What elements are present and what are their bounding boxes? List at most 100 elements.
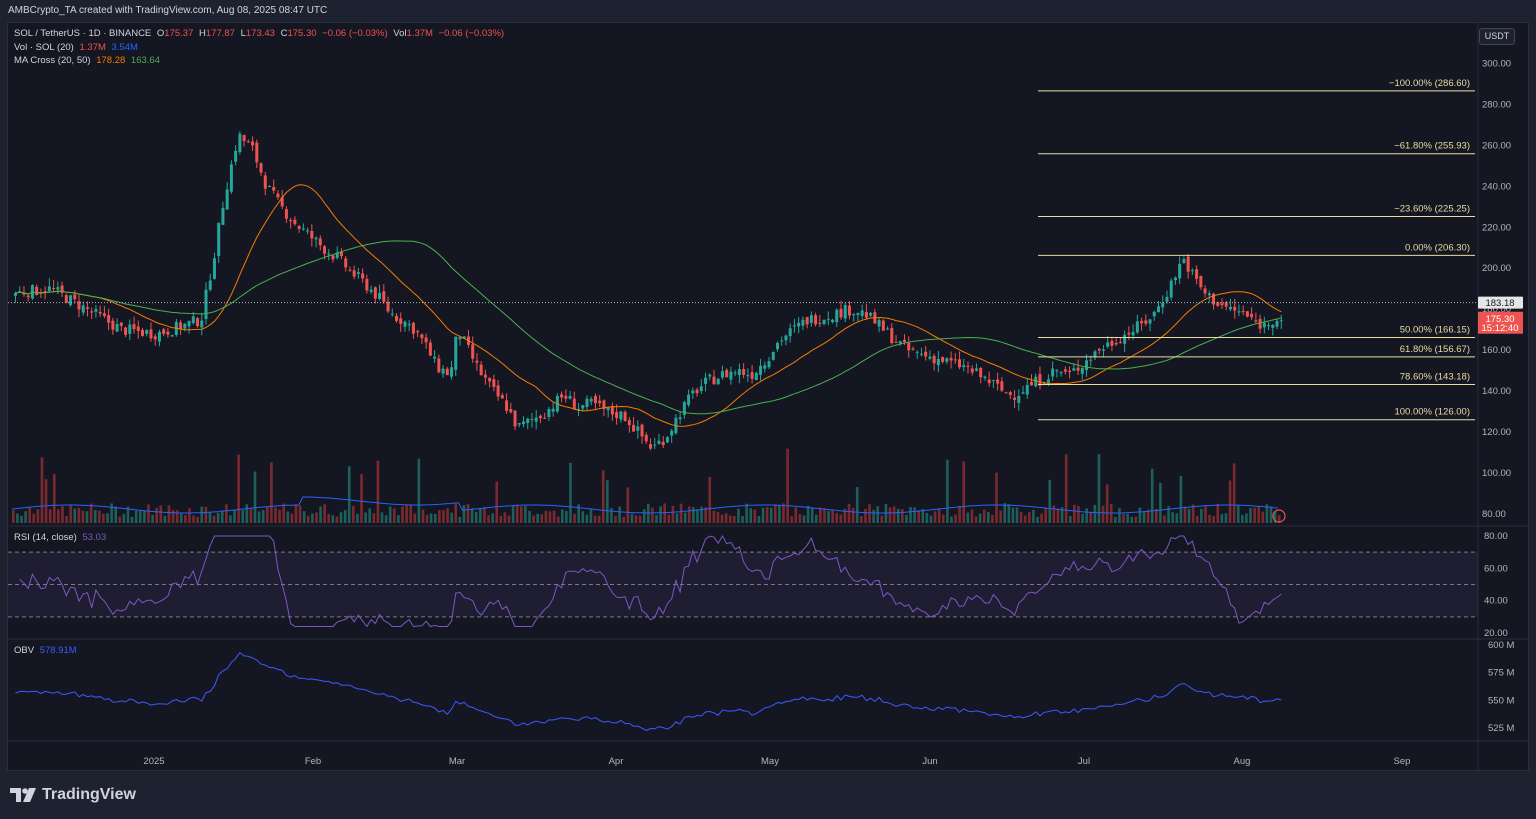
candle-body <box>1008 392 1012 395</box>
candle-body <box>1250 313 1254 318</box>
candle-body <box>831 319 835 323</box>
volume-bar <box>966 512 970 523</box>
candle-body <box>991 380 995 382</box>
candle-body <box>352 270 356 277</box>
obv-legend[interactable]: OBV 578.91M <box>14 645 77 656</box>
candle-body <box>1034 376 1038 387</box>
chart-area[interactable]: 300.00 280.00 260.00 240.00 220.00 200.00 180.… <box>7 22 1530 772</box>
ma-legend[interactable]: MA Cross (20, 50) 178.28 163.64 <box>14 55 160 66</box>
volume-bar <box>216 512 220 523</box>
candle-body <box>1144 320 1148 324</box>
volume-bar <box>1167 506 1170 523</box>
candle-body <box>1267 325 1271 327</box>
candle-body <box>1025 384 1029 395</box>
fib-level-label: −23.60% (225.25) <box>1394 204 1470 215</box>
obv-tick-label: 575 M <box>1488 668 1514 679</box>
candle-body <box>251 141 255 146</box>
candle-body <box>1127 332 1131 335</box>
volume-bar <box>626 487 630 523</box>
volume-bar <box>1142 511 1146 523</box>
candle-body <box>390 313 394 315</box>
realtime-indicator-icon <box>1272 509 1286 523</box>
candle-body <box>339 251 343 257</box>
high-value: 177.87 <box>205 28 235 39</box>
candle-body <box>763 365 767 369</box>
volume-bar <box>769 507 773 523</box>
candle-body <box>454 336 458 370</box>
volume-legend[interactable]: Vol · SOL (20) 1.37M 3.54M <box>14 42 138 53</box>
price-chart-svg[interactable]: 300.00 280.00 260.00 240.00 220.00 200.00 180.… <box>8 23 1530 772</box>
rsi-legend[interactable]: RSI (14, close) 53.03 <box>14 532 107 543</box>
candle-body <box>780 340 784 342</box>
candle-body <box>200 320 204 328</box>
time-axis-label: Feb <box>305 756 321 767</box>
candle-body <box>894 341 898 343</box>
volume-bar <box>532 515 535 523</box>
candle-body <box>877 319 881 327</box>
volume-bar <box>208 511 212 523</box>
volume-bar <box>970 509 974 523</box>
volume-bar <box>1257 506 1261 523</box>
candle-body <box>602 400 606 409</box>
candle-body <box>695 389 699 394</box>
volume-bar <box>331 515 335 523</box>
volume-bar <box>311 513 314 523</box>
volume-bar <box>438 510 441 523</box>
candle-body <box>572 398 576 410</box>
volume-bar <box>1163 515 1166 523</box>
volume-bar <box>61 506 64 523</box>
volume-bar <box>786 448 789 523</box>
candle-body <box>1233 306 1237 311</box>
volume-bar <box>634 515 638 523</box>
volume-bar <box>462 505 466 523</box>
volume-bar <box>1101 505 1105 523</box>
rsi-line <box>19 534 1282 628</box>
volume-bar <box>712 510 716 523</box>
volume-bar <box>12 510 15 523</box>
candle-body <box>1089 359 1093 361</box>
volume-bar <box>737 508 740 523</box>
candle-body <box>386 301 390 312</box>
candle-body <box>450 367 454 377</box>
volume-bar <box>360 474 363 523</box>
candle-body <box>653 444 657 446</box>
volume-bar <box>1150 468 1154 523</box>
volume-bar <box>286 511 290 523</box>
volume-bar <box>417 458 421 523</box>
volume-bar <box>159 505 163 523</box>
volume-bar <box>52 474 56 523</box>
volume-bar <box>24 511 27 523</box>
volume-bar <box>659 506 662 523</box>
currency-button[interactable]: USDT <box>1479 28 1515 45</box>
rsi-tick-label: 20.00 <box>1484 628 1508 639</box>
volume-bar <box>884 503 888 523</box>
candle-body <box>805 317 809 325</box>
candle-body <box>132 324 136 330</box>
candle-body <box>479 364 483 376</box>
candle-body <box>593 396 597 404</box>
candle-body <box>323 246 327 254</box>
symbol-legend[interactable]: SOL / TetherUS · 1D · BINANCE O175.37 H1… <box>14 28 505 39</box>
candle-body <box>869 312 873 316</box>
candle-body <box>1216 302 1220 306</box>
volume-bar <box>470 508 474 523</box>
tradingview-logo[interactable]: TradingView <box>10 786 136 804</box>
candle-body <box>797 322 801 327</box>
candle-body <box>1245 311 1249 317</box>
candle-body <box>1262 322 1266 328</box>
volume-bar <box>1044 507 1047 523</box>
volume-bar <box>757 516 761 523</box>
candle-body <box>814 315 818 325</box>
candle-body <box>1072 368 1076 371</box>
candle-body <box>378 292 382 299</box>
obv-line <box>15 651 1282 731</box>
volume-bar <box>114 506 118 523</box>
candle-body <box>462 336 466 339</box>
time-axis-label: Aug <box>1234 756 1251 767</box>
candle-body <box>483 374 487 378</box>
candle-body <box>1178 263 1182 279</box>
candle-body <box>704 377 708 384</box>
volume-bar <box>380 512 384 523</box>
candle-body <box>691 390 695 394</box>
volume-bar <box>36 509 40 523</box>
